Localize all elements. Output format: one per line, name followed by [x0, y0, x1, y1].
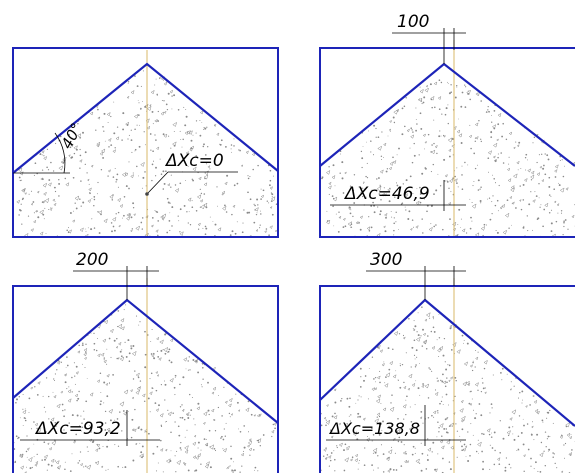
delta-label-4: ΔXc=138,8	[328, 419, 420, 438]
soil-speckle-2	[320, 79, 575, 237]
soil-speckle-1	[16, 70, 278, 237]
offset-label-3: 200	[76, 250, 108, 270]
soil-fill-3	[13, 300, 278, 473]
soil-fill-1	[13, 64, 278, 237]
panel-3: 200 ΔXc=93,2	[12, 250, 279, 473]
delta-label-3: ΔXc=93,2	[34, 419, 121, 439]
frame-1	[12, 47, 279, 238]
frame-4	[319, 285, 575, 473]
offset-label-4: 300	[370, 250, 402, 270]
frame-2	[319, 47, 575, 238]
panel-4: 300 ΔXc=138,8	[319, 250, 575, 473]
delta-label-1: ΔXc=0	[164, 151, 224, 171]
panel-2: 100 ΔXc=46,9	[319, 12, 575, 238]
delta-label-2: ΔXc=46,9	[343, 184, 430, 204]
soil-fill-2	[320, 64, 575, 237]
offset-label-2: 100	[397, 12, 429, 32]
soil-fill-4	[320, 300, 575, 473]
leader-line-1	[146, 171, 169, 195]
angle-arc-1	[54, 132, 66, 174]
center-dot-1	[145, 192, 149, 196]
panel-1: 40° ΔXc=0	[12, 47, 279, 238]
frame-3	[12, 285, 279, 473]
